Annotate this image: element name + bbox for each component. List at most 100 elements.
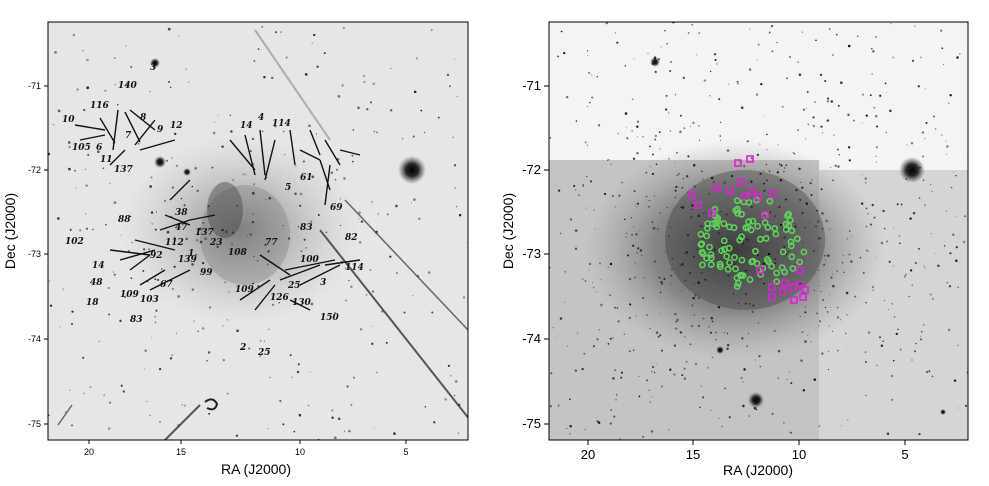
green-marker [788, 253, 796, 261]
green-marker [734, 209, 741, 217]
magenta-marker [694, 201, 702, 209]
right-panel: 20 15 10 5 -71 -72 -73 -74 -75 RA (J2000… [500, 21, 969, 478]
green-marker [787, 238, 795, 246]
handwritten-label: 25 [257, 348, 271, 358]
green-marker [787, 242, 795, 250]
left-xtick-15: 15 [176, 447, 186, 457]
handwritten-label: 14 [92, 261, 105, 271]
handwritten-label: 3 [320, 278, 326, 288]
handwritten-label: 4 [258, 113, 264, 123]
magenta-marker [761, 211, 769, 219]
left-ytick-72: -72 [28, 165, 41, 175]
green-marker [746, 276, 754, 283]
left-xtick-10: 10 [295, 447, 305, 457]
green-marker [733, 197, 741, 205]
magenta-marker [769, 190, 777, 198]
handwritten-label: 10 [62, 115, 75, 125]
bright-star-left [398, 156, 426, 184]
magenta-marker [796, 266, 804, 274]
handwritten-label: 9 [157, 125, 164, 135]
handwritten-label: 83 [300, 223, 313, 233]
handwritten-label: 92 [150, 251, 163, 261]
magenta-marker [801, 286, 809, 294]
handwritten-label: 77 [265, 238, 278, 248]
right-xtick-10: 10 [792, 447, 806, 462]
green-marker [764, 223, 772, 231]
left-ytick-75: -75 [28, 419, 41, 429]
right-xtick-20: 20 [581, 447, 595, 462]
magenta-marker [756, 266, 764, 274]
handwritten-label: 109 [120, 290, 140, 300]
right-ytick-73: -73 [522, 246, 541, 261]
handwritten-label: 69 [330, 203, 343, 213]
right-y-ticks: -71 -72 -73 -74 -75 [522, 78, 549, 431]
handwritten-label: 82 [345, 233, 358, 243]
green-marker [800, 248, 808, 256]
handwritten-label: 150 [320, 313, 340, 323]
magenta-marker [790, 296, 798, 304]
right-x-axis-label: RA (J2000) [723, 462, 793, 478]
left-star-field [48, 25, 468, 440]
right-ytick-71: -71 [522, 78, 541, 93]
left-x-ticks: 20 15 10 5 [84, 440, 409, 457]
green-marker [720, 237, 728, 245]
green-marker [716, 260, 724, 268]
handwritten-label: 2 [239, 343, 246, 353]
handwritten-label: 102 [65, 237, 84, 247]
handwritten-label: 116 [90, 101, 110, 111]
left-image [48, 25, 468, 440]
green-marker [703, 254, 710, 262]
handwritten-label: 12 [170, 121, 183, 131]
green-marker [786, 216, 794, 224]
handwritten-label: 140 [118, 81, 138, 91]
green-marker [730, 224, 738, 232]
left-ytick-73: -73 [28, 249, 41, 259]
green-marker [754, 222, 761, 230]
handwritten-label: 112 [165, 238, 184, 248]
right-ytick-72: -72 [522, 162, 541, 177]
handwritten-label: 6 [96, 143, 103, 153]
green-marker [707, 261, 715, 268]
handwritten-label: 137 [114, 165, 134, 175]
green-marker [738, 233, 745, 241]
green-marker [773, 278, 781, 285]
right-y-axis-label: Dec (J2000) [500, 193, 516, 269]
green-marker [738, 256, 746, 264]
right-xtick-15: 15 [686, 447, 700, 462]
green-marker [699, 261, 706, 269]
green-marker [779, 248, 787, 256]
green-marker [709, 220, 717, 228]
handwritten-label: 99 [200, 268, 213, 278]
handwritten-label: 103 [140, 295, 159, 305]
green-marker [704, 224, 711, 232]
handwritten-label: 48 [90, 278, 103, 288]
handwritten-annotations [74, 109, 361, 311]
magenta-marker [708, 209, 716, 217]
green-marker [732, 265, 739, 273]
magenta-marker [754, 193, 762, 201]
magenta-marker [789, 283, 797, 291]
right-image [549, 22, 968, 440]
handwritten-label: 11 [100, 155, 113, 165]
handwritten-label: 61 [300, 173, 313, 183]
handwritten-label: 7 [125, 131, 132, 141]
handwritten-label: 100 [300, 255, 320, 265]
magenta-marker [781, 279, 789, 287]
right-ytick-74: -74 [522, 331, 541, 346]
green-marker [737, 271, 745, 279]
right-xtick-5: 5 [901, 447, 908, 462]
magenta-marker [768, 293, 776, 301]
magenta-marker [796, 281, 804, 289]
green-marker [749, 257, 757, 265]
magenta-marker [746, 155, 754, 163]
handwritten-label: 108 [228, 248, 248, 258]
left-ytick-71: -71 [28, 81, 41, 91]
handwritten-label: 105 [72, 143, 91, 153]
green-marker [714, 217, 722, 225]
right-x-ticks: 20 15 10 5 [581, 440, 909, 462]
left-xtick-20: 20 [84, 447, 94, 457]
green-marker [756, 235, 764, 243]
